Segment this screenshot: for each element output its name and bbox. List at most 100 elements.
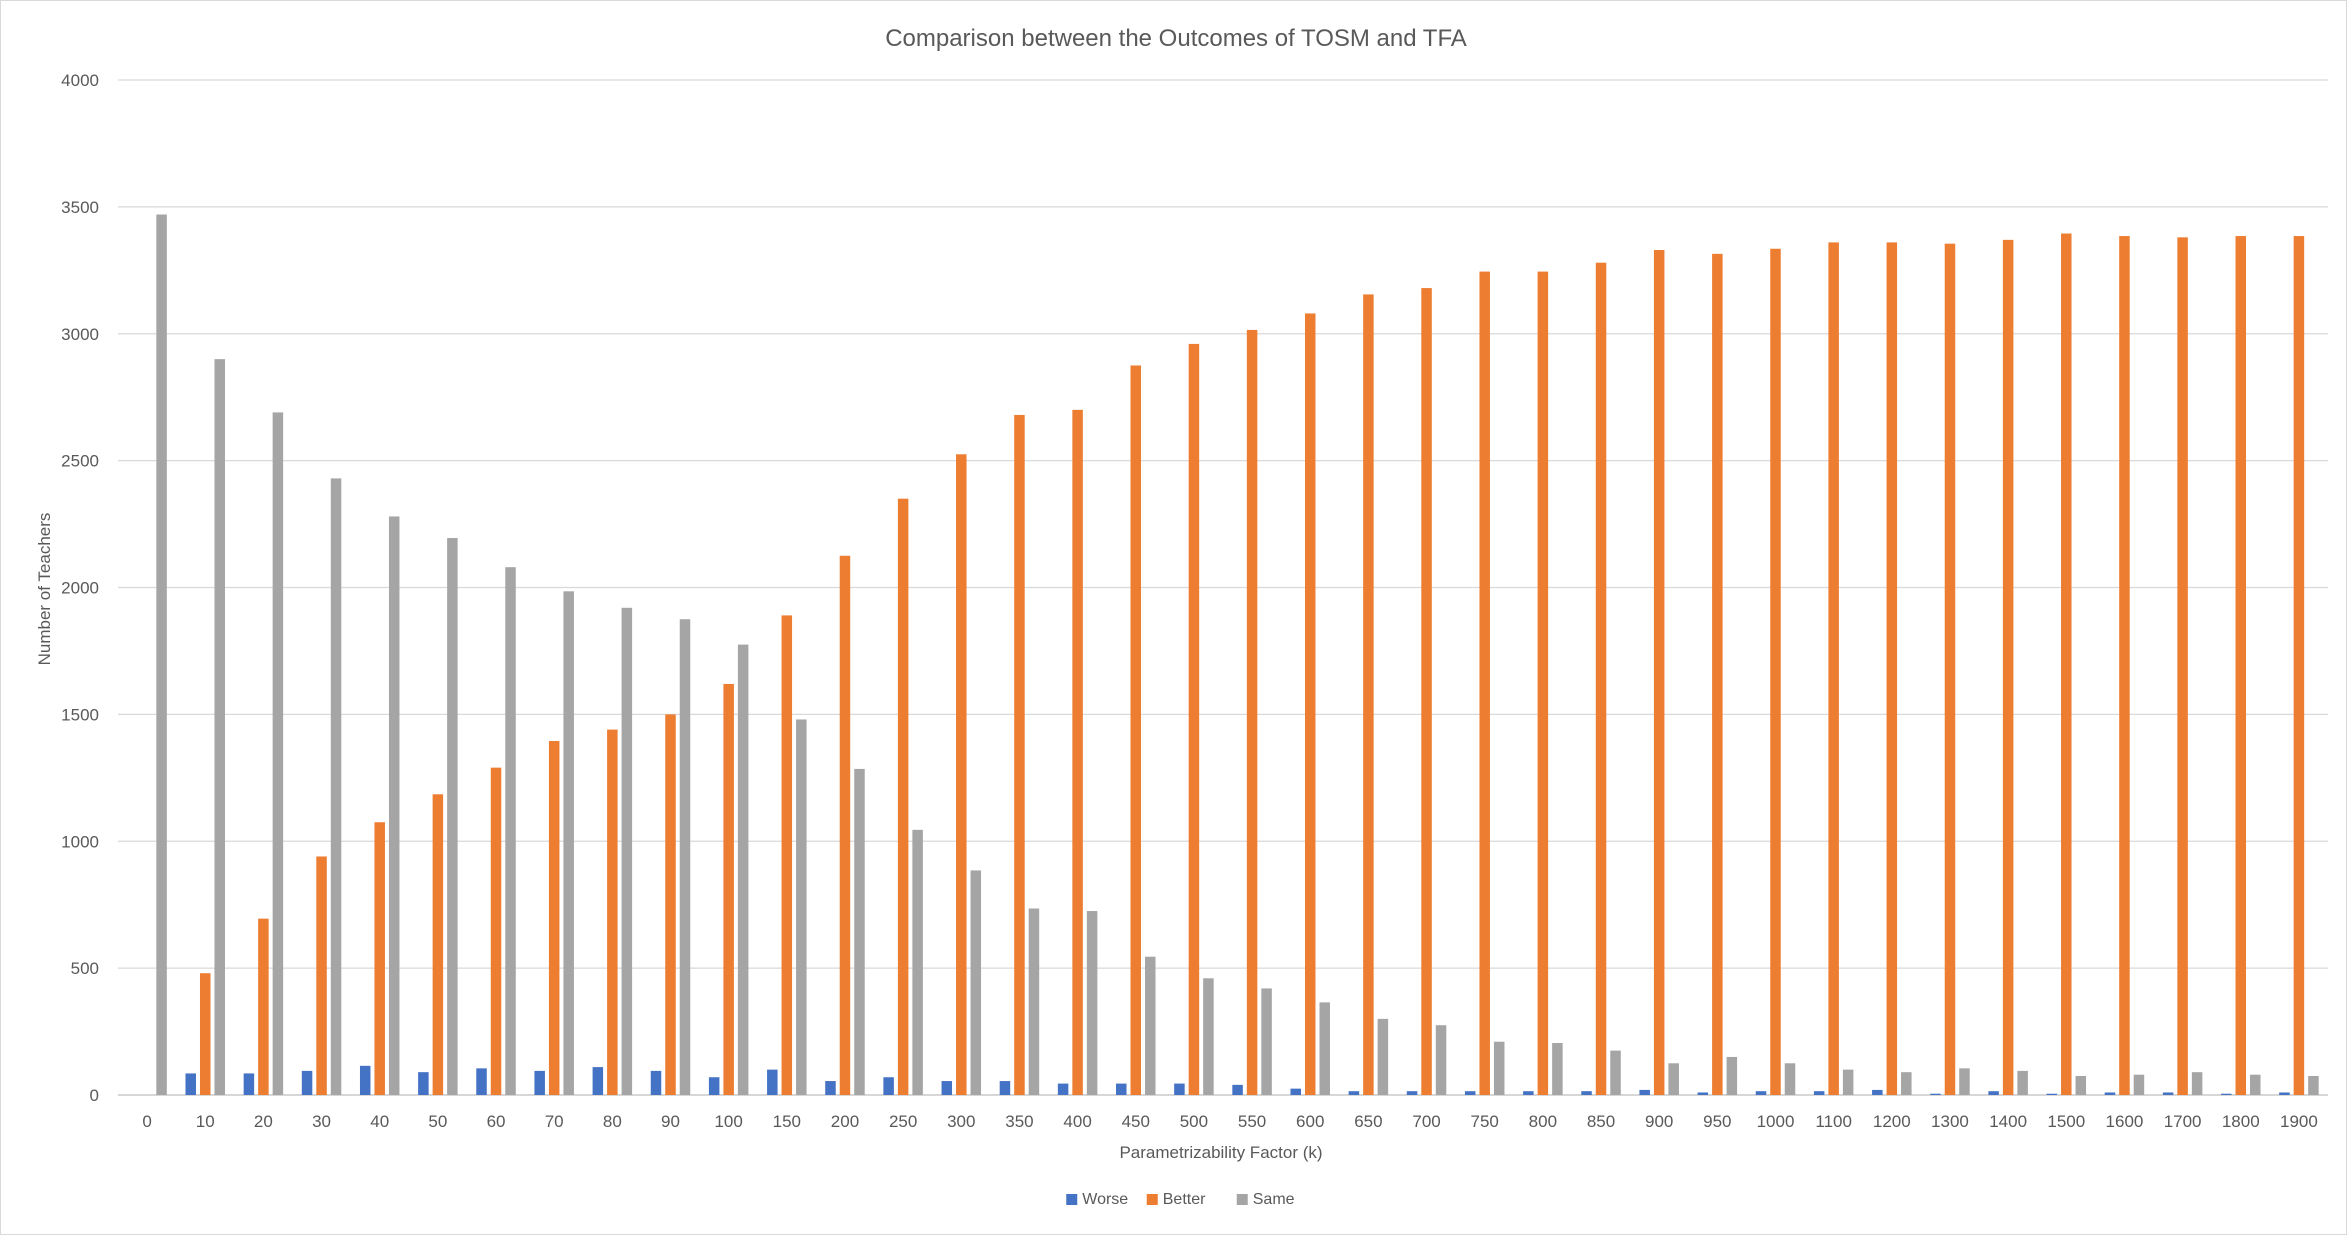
bar-better — [1130, 365, 1142, 1095]
legend-label-better: Better — [1163, 1191, 1206, 1208]
x-tick-label: 350 — [1005, 1112, 1033, 1131]
x-tick-label: 400 — [1063, 1112, 1091, 1131]
bar-worse — [2104, 1092, 2116, 1095]
bar-same — [2191, 1072, 2203, 1095]
bar-same — [854, 768, 865, 1095]
bar-same — [1668, 1063, 1679, 1095]
bar-better — [258, 918, 269, 1095]
bar-better — [1653, 250, 1665, 1095]
bar-worse — [708, 1077, 720, 1095]
bar-same — [156, 214, 167, 1096]
x-tick-label: 1600 — [2106, 1112, 2144, 1131]
bar-worse — [999, 1081, 1011, 1095]
bar-same — [563, 591, 574, 1095]
x-tick-label: 1200 — [1873, 1112, 1911, 1131]
bar-same — [2308, 1075, 2319, 1095]
bar-same — [2075, 1075, 2087, 1095]
bar-worse — [1697, 1092, 1709, 1095]
bar-same — [1319, 1002, 1330, 1095]
bar-better — [2119, 236, 2130, 1095]
bar-same — [2133, 1074, 2145, 1095]
bar-better — [2293, 236, 2305, 1095]
x-tick-label: 200 — [831, 1112, 859, 1131]
bar-same — [737, 644, 749, 1095]
x-tick-label: 20 — [254, 1112, 273, 1131]
bar-same — [1028, 908, 1040, 1095]
x-tick-label: 70 — [545, 1112, 564, 1131]
bar-better — [374, 822, 385, 1095]
x-tick-label: 10 — [196, 1112, 215, 1131]
bar-same — [912, 829, 923, 1095]
chart-title: Comparison between the Outcomes of TOSM … — [885, 25, 1467, 52]
bar-same — [447, 538, 458, 1095]
bar-better — [2177, 237, 2188, 1095]
bar-worse — [1755, 1091, 1767, 1095]
bar-same — [272, 412, 284, 1096]
x-tick-label: 150 — [773, 1112, 801, 1131]
bar-better — [1886, 242, 1898, 1095]
bar-same — [2017, 1070, 2028, 1095]
bar-better — [607, 729, 618, 1095]
x-tick-label: 850 — [1587, 1112, 1615, 1131]
bar-better — [1944, 243, 1956, 1095]
x-tick-label: 1800 — [2222, 1112, 2260, 1131]
x-tick-label: 1500 — [2047, 1112, 2085, 1131]
bar-same — [2250, 1074, 2261, 1095]
bar-worse — [1988, 1091, 1999, 1095]
bar-same — [1610, 1050, 1621, 1095]
x-tick-label: 550 — [1238, 1112, 1266, 1131]
bar-worse — [883, 1077, 894, 1095]
x-tick-label: 1700 — [2164, 1112, 2202, 1131]
bar-worse — [1057, 1083, 1069, 1095]
bar-same — [1726, 1056, 1738, 1095]
bar-same — [1959, 1068, 1970, 1095]
x-tick-label: 30 — [312, 1112, 331, 1131]
y-tick-label: 4000 — [61, 71, 99, 90]
x-tick-label: 50 — [428, 1112, 447, 1131]
bar-worse — [301, 1070, 313, 1095]
bar-worse — [1406, 1091, 1418, 1095]
bar-same — [1203, 978, 1214, 1095]
bars — [156, 214, 2319, 1096]
bar-better — [548, 741, 560, 1095]
bar-worse — [1872, 1089, 1883, 1095]
x-tick-label: 300 — [947, 1112, 975, 1131]
x-tick-label: 90 — [661, 1112, 680, 1131]
y-axis-label: Number of Teachers — [35, 513, 54, 666]
bar-better — [1188, 343, 1200, 1095]
bar-worse — [1523, 1091, 1534, 1095]
x-tick-label: 1100 — [1815, 1112, 1852, 1131]
bar-better — [1828, 242, 1839, 1095]
x-tick-label: 950 — [1703, 1112, 1731, 1131]
bar-better — [316, 856, 327, 1095]
x-tick-label: 0 — [142, 1112, 151, 1131]
bar-worse — [418, 1072, 429, 1095]
bar-better — [897, 498, 909, 1095]
bar-better — [723, 683, 734, 1095]
bar-better — [1014, 414, 1025, 1095]
bar-better — [1770, 248, 1781, 1095]
x-axis-ticks: 0 10 20 30 40 50 60 70 80 90 100 150 200 250 300 350 400… — [142, 1112, 2317, 1131]
bar-better — [1595, 262, 1607, 1095]
bar-worse — [2221, 1093, 2232, 1095]
bar-better — [1479, 271, 1490, 1095]
x-tick-label: 1400 — [1989, 1112, 2027, 1131]
bar-same — [621, 607, 633, 1095]
bar-worse — [941, 1081, 953, 1095]
bar-better — [1072, 409, 1083, 1095]
bar-same — [1901, 1072, 1912, 1095]
x-tick-label: 500 — [1180, 1112, 1208, 1131]
gridlines — [118, 79, 2328, 1096]
bar-same — [1086, 911, 1098, 1095]
bar-same — [1784, 1063, 1796, 1095]
bar-better — [781, 615, 793, 1095]
x-tick-label: 40 — [370, 1112, 389, 1131]
bar-same — [1435, 1025, 1447, 1095]
y-tick-label: 1500 — [61, 705, 99, 724]
bar-same — [1261, 988, 1272, 1095]
bar-better — [2061, 233, 2072, 1096]
bar-better — [1304, 313, 1316, 1095]
x-tick-label: 900 — [1645, 1112, 1673, 1131]
bar-better — [956, 454, 967, 1095]
